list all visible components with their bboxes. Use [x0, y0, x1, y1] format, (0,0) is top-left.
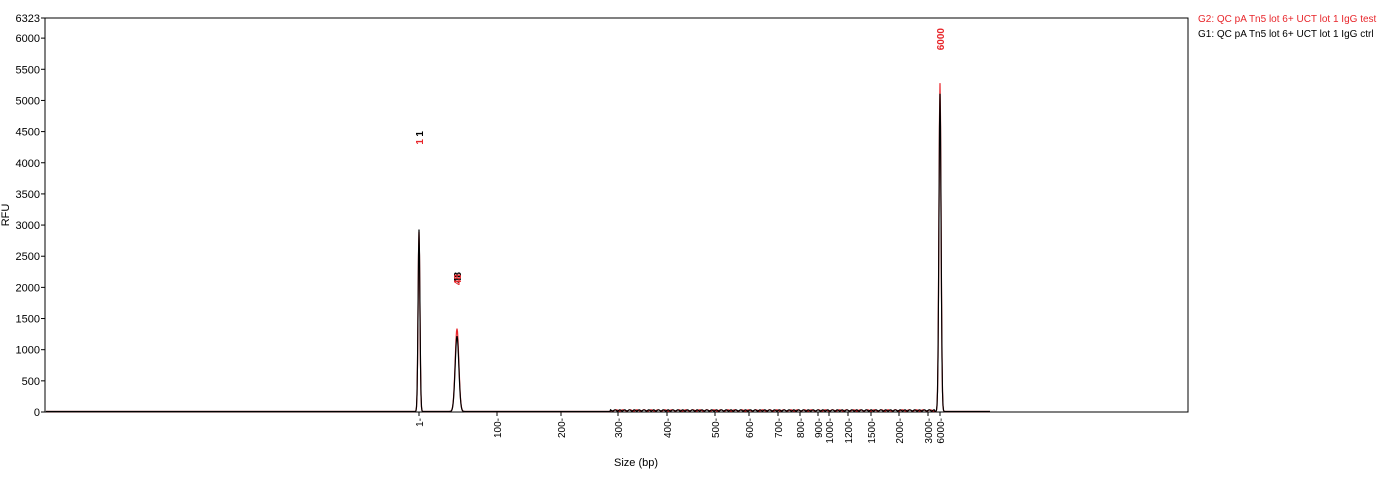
x-tick-label: 1000-	[825, 418, 836, 444]
y-tick-label: 5500	[16, 64, 40, 76]
peak-label-g2-1: 1	[415, 139, 426, 145]
x-tick-label: 2000-	[895, 418, 906, 444]
y-tick-label: 2000	[16, 282, 40, 294]
plot-frame	[44, 17, 1189, 413]
y-axis-title: RFU	[0, 204, 12, 227]
legend-entry-g1: G1: QC pA Tn5 lot 6+ UCT lot 1 IgG ctrl	[1198, 29, 1374, 40]
x-tick-label: 1500-	[867, 418, 878, 444]
y-tick-label: 3500	[16, 189, 40, 201]
x-tick-label: 6000-	[936, 418, 947, 444]
x-tick-label: 600-	[745, 418, 756, 438]
legend-entry-g2: G2: QC pA Tn5 lot 6+ UCT lot 1 IgG test	[1198, 14, 1377, 25]
peak-label-g2-6000: 6000	[936, 28, 947, 51]
x-tick-label: 400-	[663, 418, 674, 438]
legend: G2: QC pA Tn5 lot 6+ UCT lot 1 IgG test …	[1198, 12, 1376, 42]
y-tick-label: 5000	[16, 95, 40, 107]
y-tick-label: 1500	[16, 314, 40, 326]
trace-g1	[46, 93, 990, 413]
y-tick-label: 1000	[16, 345, 40, 357]
y-tick-label: 4500	[16, 127, 40, 139]
y-tick-label: 6000	[16, 33, 40, 45]
x-axis-title: Size (bp)	[614, 457, 658, 469]
x-tick-label: 500-	[711, 418, 722, 438]
peak-label-g1-48: 48	[453, 272, 464, 284]
x-tick-label: 900-	[814, 418, 825, 438]
peak-label-g2-48: 48	[453, 274, 464, 286]
peak-label-g1-1: 1	[415, 131, 426, 137]
x-tick-label: 100-	[493, 418, 504, 438]
y-tick-label: 3000	[16, 220, 40, 232]
x-tick-label: 800-	[796, 418, 807, 438]
x-tick-label: 3000-	[924, 418, 935, 444]
x-tick-label: 1-	[415, 418, 426, 427]
y-tick-label: 500	[22, 376, 40, 388]
y-tick-label: 0	[34, 407, 40, 419]
trace-g2	[46, 83, 990, 413]
x-tick-label: 300-	[614, 418, 625, 438]
y-tick-label: 2500	[16, 251, 40, 263]
x-tick-label: 1200-	[844, 418, 855, 444]
x-tick-label: 700-	[774, 418, 785, 438]
y-tick-label: 4000	[16, 158, 40, 170]
x-tick-label: 200-	[557, 418, 568, 438]
y-tick-label: 6323	[16, 13, 40, 25]
